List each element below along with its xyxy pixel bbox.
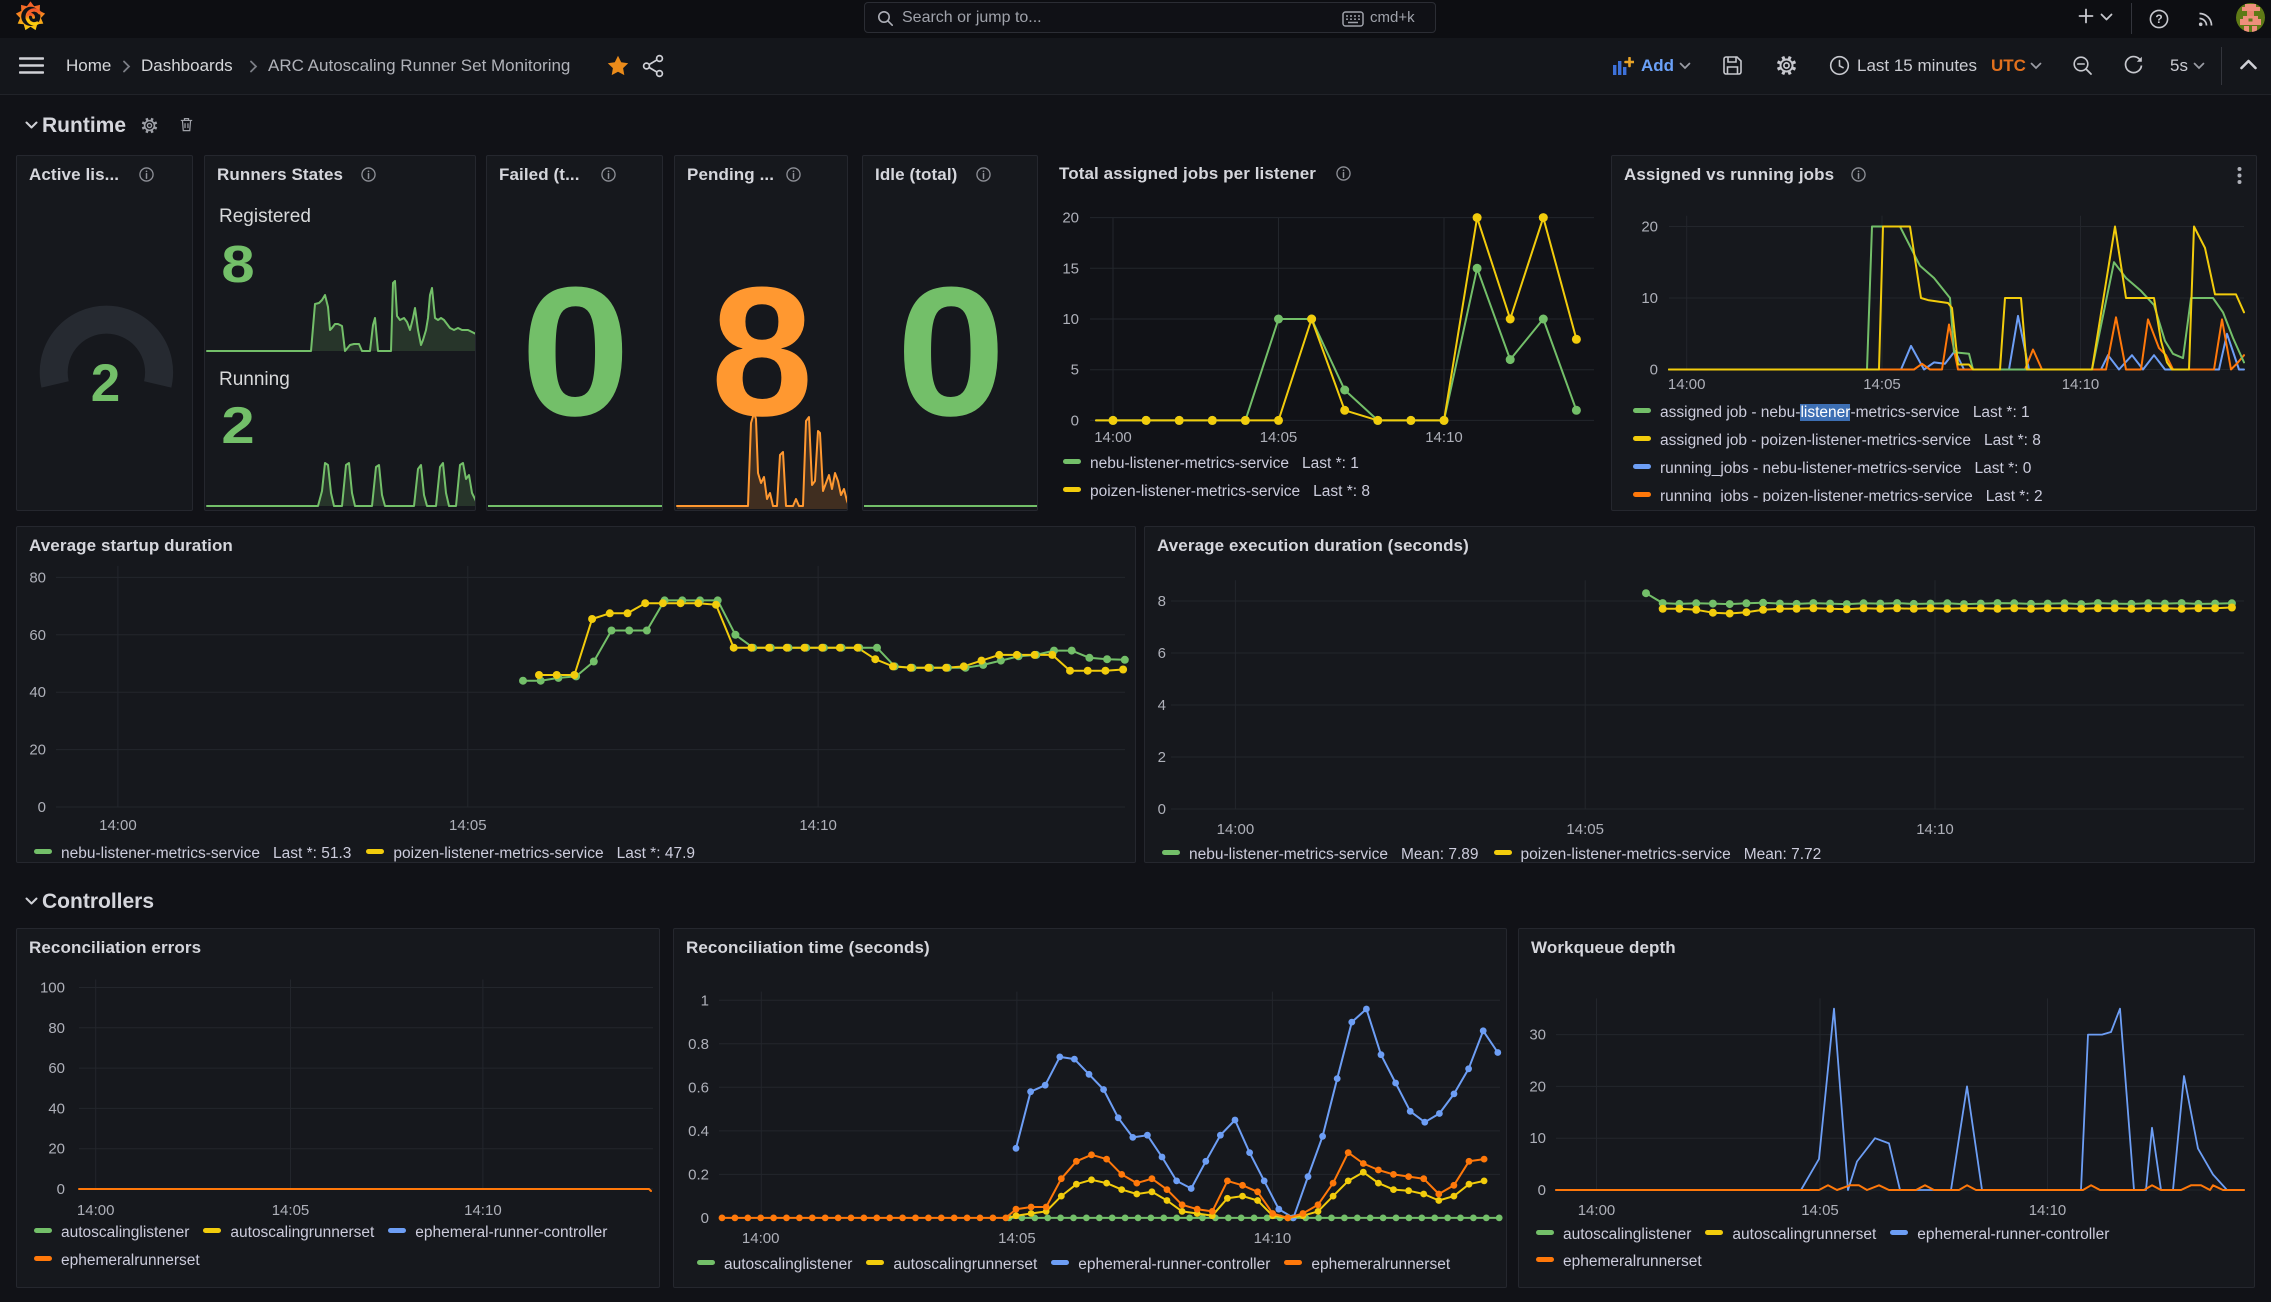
svg-text:15: 15: [1062, 260, 1079, 277]
svg-text:0.6: 0.6: [688, 1079, 709, 1096]
svg-text:20: 20: [1641, 219, 1658, 236]
svg-text:60: 60: [48, 1060, 65, 1077]
svg-text:20: 20: [48, 1141, 65, 1158]
svg-text:14:05: 14:05: [272, 1202, 310, 1219]
svg-text:20: 20: [1062, 210, 1079, 227]
svg-text:10: 10: [1641, 290, 1658, 307]
svg-text:14:00: 14:00: [742, 1230, 780, 1247]
svg-text:14:05: 14:05: [998, 1230, 1036, 1247]
svg-text:0.8: 0.8: [688, 1036, 709, 1053]
svg-text:60: 60: [29, 627, 46, 644]
svg-text:14:10: 14:10: [799, 817, 837, 834]
svg-text:14:05: 14:05: [1260, 429, 1298, 446]
svg-text:14:10: 14:10: [1916, 821, 1954, 838]
svg-text:1: 1: [701, 992, 709, 1009]
svg-text:6: 6: [1158, 645, 1166, 662]
svg-text:?: ?: [2155, 12, 2162, 26]
svg-text:14:10: 14:10: [2062, 376, 2100, 393]
svg-text:30: 30: [1529, 1027, 1546, 1044]
svg-text:14:10: 14:10: [1425, 429, 1463, 446]
svg-text:14:05: 14:05: [1566, 821, 1604, 838]
svg-text:14:05: 14:05: [449, 817, 487, 834]
svg-text:0.4: 0.4: [688, 1123, 709, 1140]
svg-text:4: 4: [1158, 697, 1166, 714]
svg-text:10: 10: [1062, 311, 1079, 328]
svg-text:8: 8: [1158, 593, 1166, 610]
svg-text:10: 10: [1529, 1130, 1546, 1147]
svg-text:5: 5: [1071, 362, 1079, 379]
svg-text:14:10: 14:10: [1254, 1230, 1292, 1247]
svg-text:14:00: 14:00: [99, 817, 137, 834]
svg-text:14:00: 14:00: [1668, 376, 1706, 393]
svg-text:20: 20: [1529, 1078, 1546, 1095]
svg-text:14:00: 14:00: [1094, 429, 1132, 446]
svg-text:14:05: 14:05: [1863, 376, 1901, 393]
svg-text:0: 0: [1071, 412, 1079, 429]
svg-text:0.2: 0.2: [688, 1166, 709, 1183]
svg-text:0: 0: [38, 799, 46, 816]
svg-text:0: 0: [1538, 1182, 1546, 1199]
svg-text:14:00: 14:00: [1578, 1202, 1616, 1219]
svg-text:40: 40: [48, 1100, 65, 1117]
svg-text:100: 100: [40, 980, 65, 997]
svg-text:80: 80: [29, 569, 46, 586]
svg-text:0: 0: [701, 1210, 709, 1227]
svg-text:14:00: 14:00: [77, 1202, 115, 1219]
svg-text:14:10: 14:10: [2029, 1202, 2067, 1219]
svg-text:20: 20: [29, 742, 46, 759]
svg-text:14:00: 14:00: [1217, 821, 1255, 838]
svg-text:40: 40: [29, 684, 46, 701]
svg-text:14:05: 14:05: [1801, 1202, 1839, 1219]
svg-text:14:10: 14:10: [464, 1202, 502, 1219]
svg-text:0: 0: [57, 1181, 65, 1198]
svg-text:0: 0: [1650, 362, 1658, 379]
svg-text:80: 80: [48, 1020, 65, 1037]
svg-text:0: 0: [1158, 801, 1166, 818]
svg-text:2: 2: [1158, 749, 1166, 766]
